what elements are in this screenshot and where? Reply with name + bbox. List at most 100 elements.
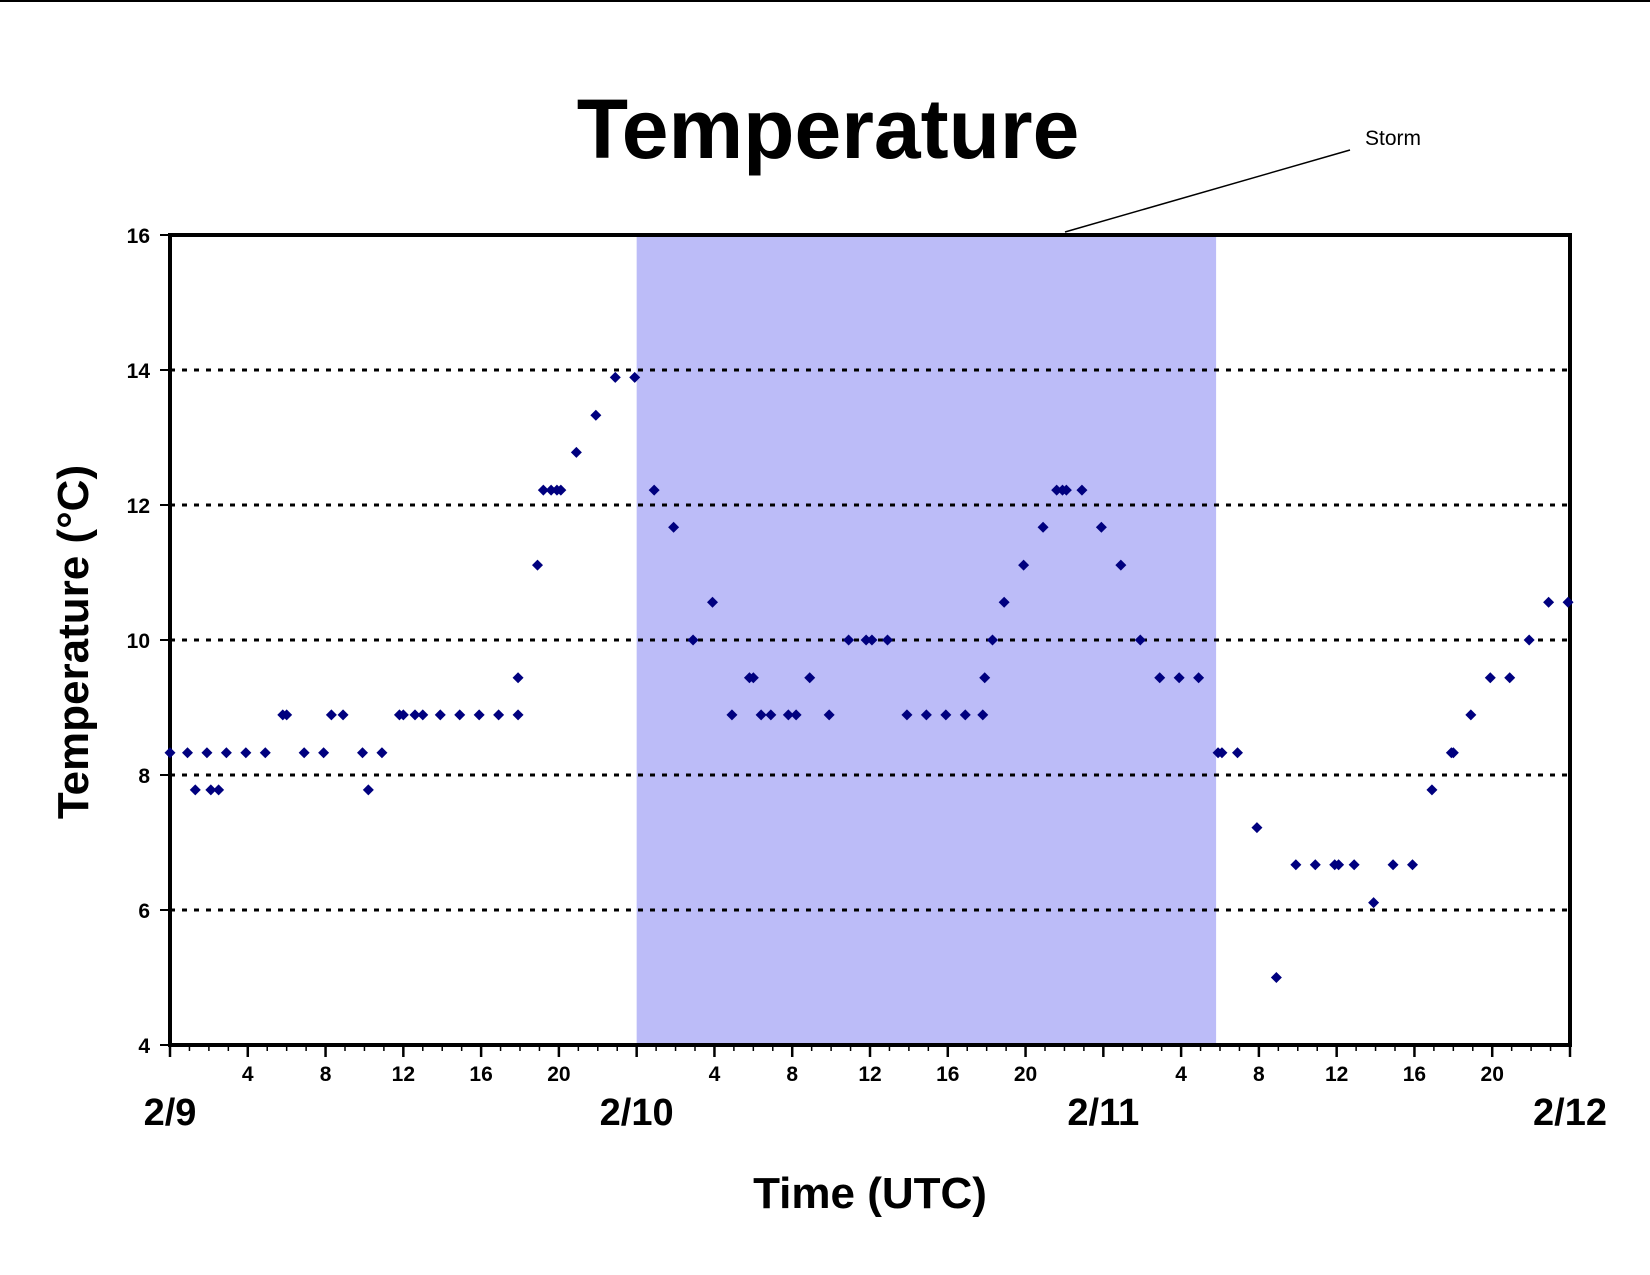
data-point — [473, 709, 485, 721]
data-point — [940, 709, 952, 721]
data-point — [397, 709, 409, 721]
data-point — [325, 709, 337, 721]
data-point — [1060, 484, 1072, 496]
data-point — [1193, 672, 1205, 684]
date-label: 2/9 — [144, 1092, 197, 1134]
data-point — [1037, 521, 1049, 533]
data-point — [512, 672, 524, 684]
data-point — [1387, 859, 1399, 871]
chart-title: Temperature — [577, 82, 1080, 176]
data-point — [977, 709, 989, 721]
data-point — [1290, 859, 1302, 871]
x-tick-label: 20 — [1481, 1063, 1504, 1086]
data-point — [1173, 672, 1185, 684]
data-point — [213, 784, 225, 796]
y-axis-title: Temperature (°C) — [49, 465, 98, 819]
x-tick-label: 12 — [858, 1063, 881, 1086]
data-point — [804, 672, 816, 684]
data-point — [1216, 747, 1228, 759]
data-point — [182, 747, 193, 759]
y-tick-label: 10 — [127, 630, 150, 653]
x-tick-label: 12 — [1325, 1063, 1348, 1086]
data-point — [747, 672, 759, 684]
data-point — [1368, 897, 1380, 909]
x-tick-label: 4 — [242, 1063, 254, 1086]
data-point — [1154, 672, 1166, 684]
data-point — [1447, 747, 1459, 759]
x-tick-label: 8 — [1253, 1063, 1265, 1086]
data-point — [298, 747, 310, 759]
data-point — [532, 559, 543, 571]
data-point — [281, 709, 293, 721]
data-point — [590, 409, 602, 421]
date-label: 2/10 — [600, 1092, 674, 1134]
data-point — [959, 709, 971, 721]
data-point — [687, 634, 699, 646]
data-point — [164, 747, 176, 759]
data-point — [648, 484, 660, 496]
data-point — [1465, 709, 1477, 721]
y-tick-label: 6 — [138, 900, 150, 923]
data-point — [609, 371, 621, 383]
data-point — [1095, 521, 1107, 533]
data-point — [979, 672, 991, 684]
data-point — [570, 446, 582, 458]
data-point — [537, 484, 549, 496]
data-point — [823, 709, 835, 721]
data-point — [1134, 634, 1146, 646]
data-point — [512, 709, 524, 721]
x-tick-label: 16 — [469, 1063, 492, 1086]
data-point — [1562, 596, 1574, 608]
data-point — [201, 747, 213, 759]
y-tick-label: 8 — [138, 765, 150, 788]
data-point — [860, 634, 872, 646]
data-point — [1051, 484, 1063, 496]
data-point — [866, 634, 878, 646]
data-point — [376, 747, 388, 759]
data-point — [1076, 484, 1088, 496]
data-point — [493, 709, 505, 721]
x-tick-label: 4 — [1175, 1063, 1187, 1086]
data-point — [337, 709, 349, 721]
x-tick-label: 16 — [936, 1063, 959, 1086]
data-point — [205, 784, 217, 796]
data-point — [1115, 559, 1127, 571]
x-tick-label: 20 — [1014, 1063, 1037, 1086]
data-point — [998, 596, 1010, 608]
data-point — [1543, 596, 1555, 608]
data-point — [726, 709, 738, 721]
data-point — [668, 521, 680, 533]
data-point — [1251, 822, 1263, 834]
data-point — [882, 634, 893, 646]
data-point — [901, 709, 913, 721]
data-point — [782, 709, 794, 721]
data-point — [843, 634, 855, 646]
data-point — [417, 709, 429, 721]
data-point — [362, 784, 374, 796]
data-point — [454, 709, 466, 721]
data-point — [707, 596, 718, 608]
data-point — [987, 634, 998, 646]
data-point — [1426, 784, 1438, 796]
data-point — [1309, 859, 1321, 871]
data-point — [755, 709, 767, 721]
y-tick-label: 16 — [127, 225, 150, 248]
data-point — [240, 747, 252, 759]
data-point — [189, 784, 201, 796]
x-tick-label: 8 — [320, 1063, 332, 1086]
x-tick-label: 12 — [392, 1063, 415, 1086]
storm-annotation-label: Storm — [1365, 127, 1421, 150]
data-point — [1523, 634, 1535, 646]
data-point — [1348, 859, 1360, 871]
data-point — [434, 709, 446, 721]
x-tick-label: 8 — [786, 1063, 798, 1086]
x-tick-label: 20 — [547, 1063, 570, 1086]
data-point — [920, 709, 932, 721]
data-point — [220, 747, 232, 759]
data-point — [1232, 747, 1243, 759]
data-point — [1018, 559, 1030, 571]
x-tick-label: 16 — [1403, 1063, 1426, 1086]
data-point — [1333, 859, 1345, 871]
